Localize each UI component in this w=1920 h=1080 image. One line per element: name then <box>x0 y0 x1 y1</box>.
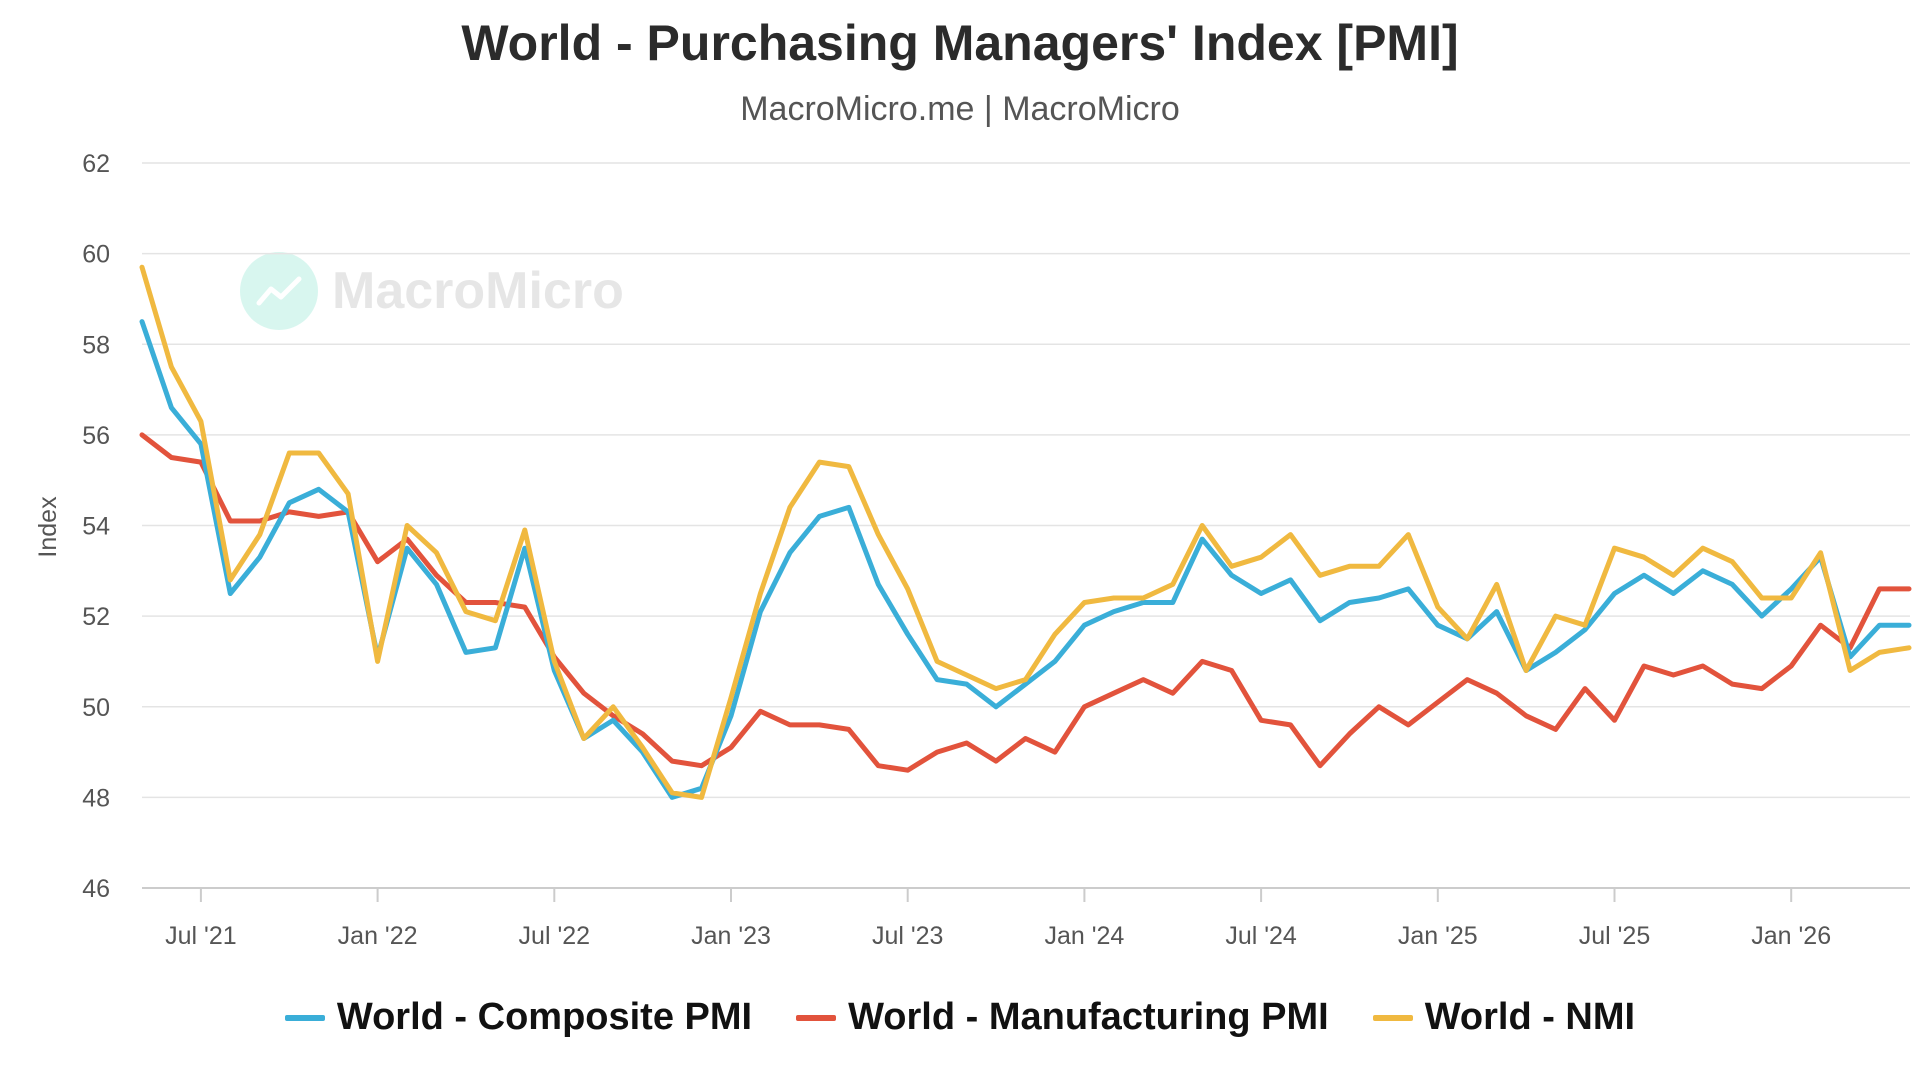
y-tick-label: 52 <box>82 603 110 631</box>
x-tick-label: Jan '26 <box>1751 922 1831 950</box>
legend-label: World - Manufacturing PMI <box>848 996 1329 1038</box>
y-tick-label: 60 <box>82 241 110 269</box>
y-tick-label: 46 <box>82 875 110 903</box>
y-axis-ticks: 46 48 50 52 54 56 58 60 62 <box>82 150 110 903</box>
series-line-world-nmi <box>139 264 1912 800</box>
chart-logo-icon <box>240 252 318 330</box>
legend-item[interactable]: World - NMI <box>1372 996 1636 1039</box>
y-tick-label: 62 <box>82 150 110 178</box>
x-tick-label: Jul '24 <box>1225 922 1297 950</box>
series-line-world-manufacturing-pmi <box>139 432 1912 773</box>
legend-label: World - NMI <box>1424 996 1636 1038</box>
y-axis-label: Index <box>34 496 62 558</box>
legend-swatch <box>1372 1014 1413 1021</box>
x-axis-ticks: Jul '21 Jan '22 Jul '22 Jan '23 Jul '23 Jan '… <box>165 888 1831 950</box>
legend-swatch <box>284 1014 325 1021</box>
legend-item[interactable]: World - Manufacturing PMI <box>796 996 1329 1039</box>
y-tick-label: 50 <box>82 694 110 722</box>
x-tick-label: Jan '23 <box>691 922 771 950</box>
y-tick-label: 54 <box>82 513 110 541</box>
y-tick-label: 48 <box>82 784 110 812</box>
legend-label: World - Composite PMI <box>336 996 753 1038</box>
series-lines <box>139 264 1912 800</box>
y-tick-label: 56 <box>82 422 110 450</box>
x-tick-label: Jan '24 <box>1044 922 1124 950</box>
legend-item[interactable]: World - Composite PMI <box>284 996 753 1039</box>
x-tick-label: Jan '25 <box>1398 922 1478 950</box>
series-line-world-composite-pmi <box>139 319 1912 800</box>
y-tick-label: 58 <box>82 331 110 359</box>
x-tick-label: Jul '23 <box>872 922 943 950</box>
chart-subtitle: MacroMicro.me | MacroMicro <box>740 90 1180 128</box>
watermark-text: MacroMicro <box>332 262 624 320</box>
legend: World - Composite PMI World - Manufacturi… <box>0 996 1920 1039</box>
x-tick-label: Jan '22 <box>338 922 418 950</box>
watermark: MacroMicro <box>240 252 624 330</box>
x-tick-label: Jul '21 <box>165 922 236 950</box>
x-tick-label: Jul '22 <box>519 922 590 950</box>
chart-title: World - Purchasing Managers' Index [PMI] <box>461 15 1459 71</box>
x-tick-label: Jul '25 <box>1579 922 1650 950</box>
legend-swatch <box>796 1014 837 1021</box>
